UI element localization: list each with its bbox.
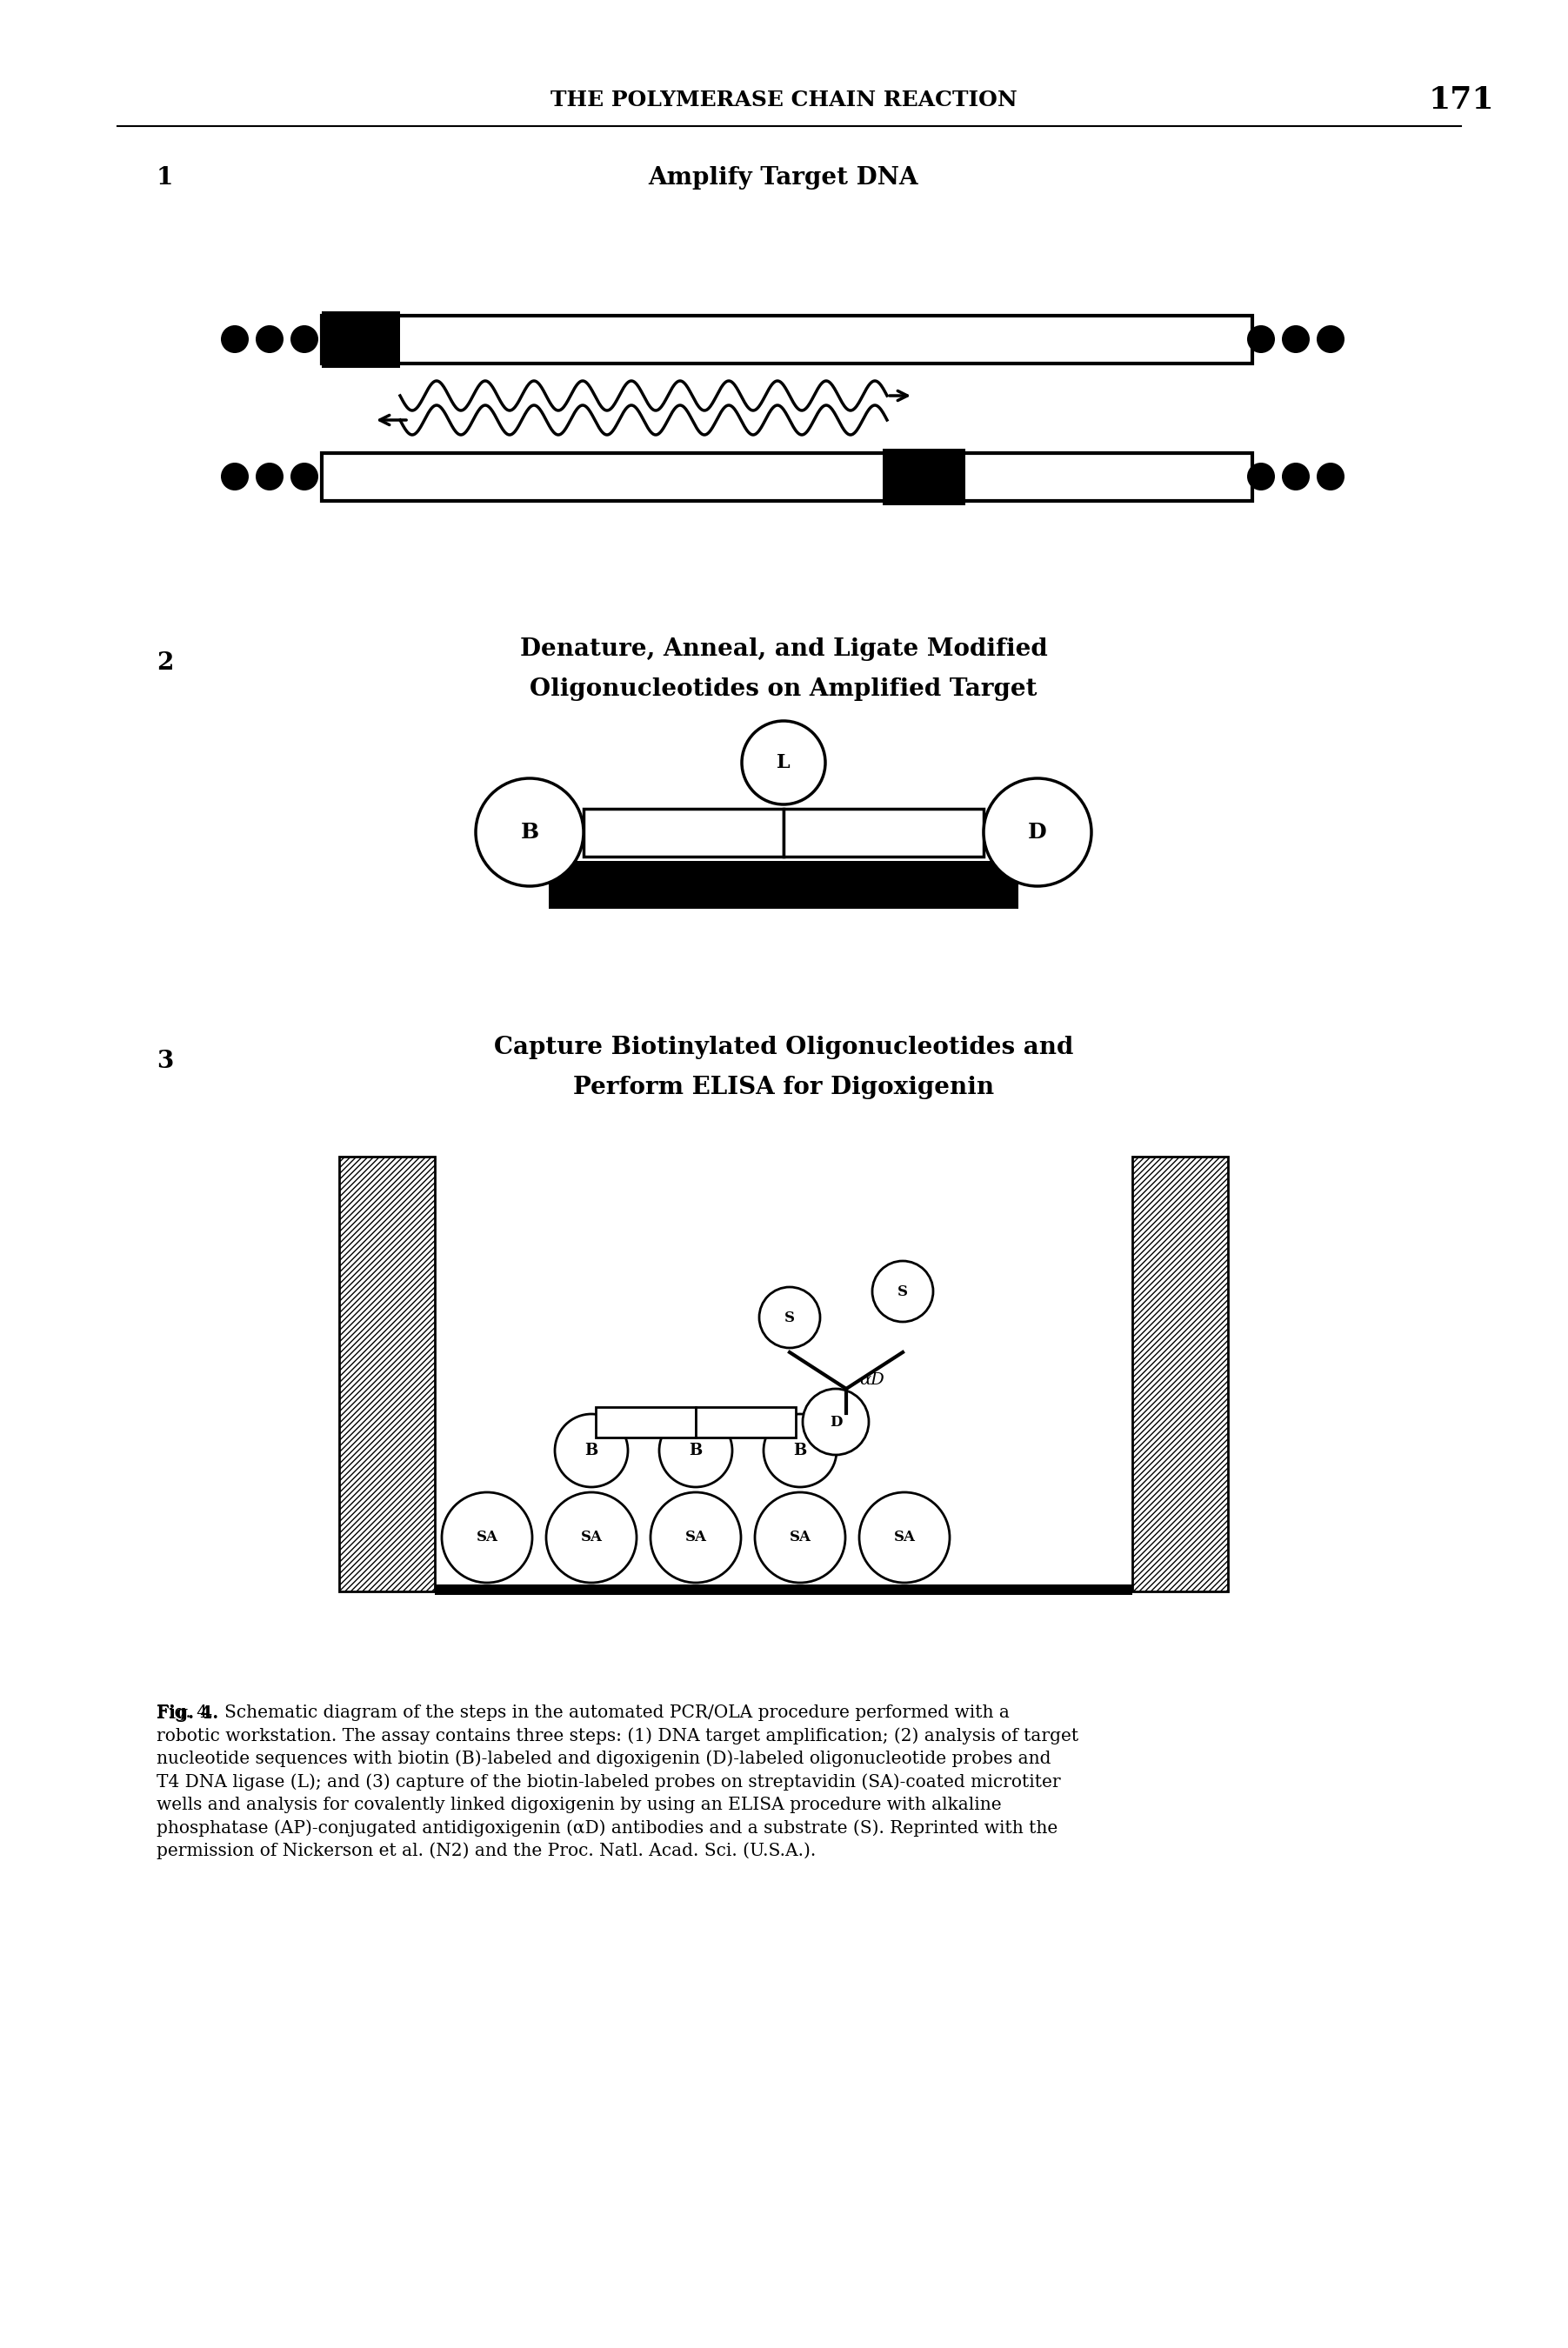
Circle shape <box>256 326 284 352</box>
Text: D: D <box>829 1413 842 1430</box>
Circle shape <box>1247 463 1275 491</box>
Text: Denature, Anneal, and Ligate Modified: Denature, Anneal, and Ligate Modified <box>519 639 1047 662</box>
Text: Fig. 4.  Schematic diagram of the steps in the automated PCR/OLA procedure perfo: Fig. 4. Schematic diagram of the steps i… <box>157 1705 1079 1860</box>
Text: B: B <box>688 1442 702 1458</box>
Circle shape <box>742 721 825 805</box>
Circle shape <box>1247 326 1275 352</box>
Text: 1: 1 <box>157 167 174 190</box>
Circle shape <box>442 1493 532 1583</box>
Text: SA: SA <box>685 1531 707 1545</box>
Circle shape <box>983 777 1091 885</box>
Text: Perform ELISA for Digoxigenin: Perform ELISA for Digoxigenin <box>572 1075 994 1099</box>
Circle shape <box>859 1493 950 1583</box>
Text: Capture Biotinylated Oligonucleotides and: Capture Biotinylated Oligonucleotides an… <box>494 1035 1074 1059</box>
Circle shape <box>764 1413 837 1486</box>
Circle shape <box>555 1413 627 1486</box>
Text: SA: SA <box>580 1531 602 1545</box>
Text: THE POLYMERASE CHAIN REACTION: THE POLYMERASE CHAIN REACTION <box>550 89 1018 110</box>
Bar <box>549 862 1018 909</box>
Bar <box>321 315 1253 364</box>
Bar <box>1132 1158 1228 1592</box>
Text: 171: 171 <box>1428 85 1494 115</box>
Bar <box>784 808 983 857</box>
Circle shape <box>290 326 318 352</box>
Bar <box>434 1585 1132 1594</box>
Circle shape <box>256 463 284 491</box>
Text: S: S <box>784 1310 795 1324</box>
Circle shape <box>1317 463 1344 491</box>
Text: 2: 2 <box>157 650 174 674</box>
Text: 3: 3 <box>157 1050 174 1073</box>
Text: B: B <box>793 1442 806 1458</box>
Bar <box>339 1158 434 1592</box>
Bar <box>596 1406 696 1437</box>
Circle shape <box>221 326 249 352</box>
Text: L: L <box>776 754 790 772</box>
Text: Fig. 4.: Fig. 4. <box>157 1705 218 1721</box>
Text: αD: αD <box>859 1371 884 1388</box>
Circle shape <box>651 1493 742 1583</box>
Bar <box>583 808 784 857</box>
Circle shape <box>290 463 318 491</box>
Circle shape <box>659 1413 732 1486</box>
Text: SA: SA <box>477 1531 499 1545</box>
Bar <box>696 1406 795 1437</box>
Circle shape <box>759 1287 820 1348</box>
Bar <box>321 453 1253 500</box>
Text: AP: AP <box>833 1430 859 1446</box>
Text: D: D <box>1029 822 1047 843</box>
Text: S: S <box>897 1284 908 1298</box>
Circle shape <box>872 1261 933 1322</box>
Text: Oligonucleotides on Amplified Target: Oligonucleotides on Amplified Target <box>530 679 1038 702</box>
Bar <box>321 312 400 369</box>
Text: Amplify Target DNA: Amplify Target DNA <box>649 167 919 190</box>
Circle shape <box>754 1493 845 1583</box>
Text: SA: SA <box>789 1531 811 1545</box>
Circle shape <box>1283 326 1309 352</box>
Circle shape <box>475 777 583 885</box>
Circle shape <box>546 1493 637 1583</box>
Bar <box>883 448 966 505</box>
Text: SA: SA <box>894 1531 916 1545</box>
Circle shape <box>1283 463 1309 491</box>
Circle shape <box>221 463 249 491</box>
Circle shape <box>803 1388 869 1456</box>
Text: B: B <box>521 822 539 843</box>
Text: B: B <box>585 1442 597 1458</box>
Circle shape <box>1317 326 1344 352</box>
